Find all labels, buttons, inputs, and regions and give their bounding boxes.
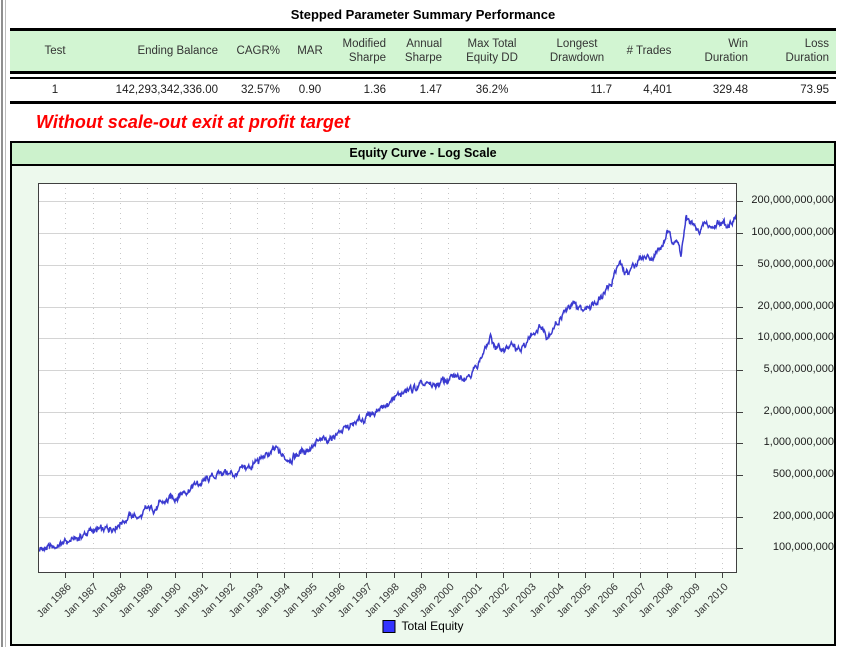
table-divider-gap [10,74,836,77]
legend-label: Total Equity [401,619,464,633]
summary-table: Test Ending Balance CAGR% MAR Modified S… [10,28,836,104]
annotation-text: Without scale-out exit at profit target [36,112,350,132]
y-tick-label: 100,000,000 [772,541,834,554]
cell-win-duration: 329.48 [712,84,748,96]
chart-legend: Total Equity [382,619,464,633]
y-tick-label: 200,000,000,000 [751,194,834,207]
equity-curve-plot [38,183,743,578]
y-tick-label: 500,000,000 [772,467,834,480]
page-title: Stepped Parameter Summary Performance [290,7,556,22]
col-header-modified-sharpe: Modified Sharpe [342,38,386,64]
cell-longest-drawdown: 11.7 [590,84,612,96]
cell-annual-sharpe: 1.47 [419,84,442,96]
cell-max-total-equity-dd: 36.2% [475,84,509,96]
y-tick-label: 1,000,000,000 [763,436,834,449]
col-header-loss-duration: Loss Duration [785,38,829,64]
equity-curve-panel: Equity Curve - Log Scale Total Equity 20… [10,141,836,646]
cell-num-trades: 4,401 [643,84,672,96]
col-header-mar: MAR [297,45,323,57]
table-row: 1 142,293,342,336.00 32.57% 0.90 1.36 1.… [10,79,836,101]
col-header-num-trades: # Trades [626,45,672,57]
chart-title: Equity Curve - Log Scale [12,143,834,166]
report-content: Stepped Parameter Summary Performance Te… [10,0,836,646]
plot-border [38,183,737,573]
y-tick-label: 5,000,000,000 [763,362,834,375]
equity-line [38,213,737,553]
cell-loss-duration: 73.95 [800,84,829,96]
y-tick-label: 20,000,000,000 [757,299,834,312]
y-tick-label: 50,000,000,000 [757,257,834,270]
window-edge-line [1,0,3,647]
table-bottom-border [10,101,836,104]
cell-modified-sharpe: 1.36 [363,84,386,96]
y-tick-label: 10,000,000,000 [757,331,834,344]
summary-table-header: Test Ending Balance CAGR% MAR Modified S… [10,31,836,74]
col-header-cagr: CAGR% [236,45,280,57]
y-tick-label: 100,000,000,000 [751,226,834,239]
y-tick-label: 2,000,000,000 [763,404,834,417]
cell-test: 1 [51,84,59,96]
window-edge-line-2 [5,0,6,647]
cell-mar: 0.90 [298,84,322,96]
col-header-win-duration: Win Duration [704,38,748,64]
col-header-annual-sharpe: Annual Sharpe [404,38,442,64]
chart-body: Total Equity 200,000,000,000 100,000,000,… [12,166,834,644]
col-header-max-total-equity-dd: Max Total Equity DD [466,38,518,64]
cell-ending-balance: 142,293,342,336.00 [115,84,218,96]
plot-area [38,183,737,573]
col-header-longest-drawdown: Longest Drawdown [549,38,605,64]
cell-cagr: 32.57% [240,84,280,96]
y-tick-label: 200,000,000 [772,509,834,522]
col-header-test: Test [44,45,66,57]
table-divider-line [10,77,836,79]
col-header-ending-balance: Ending Balance [137,45,218,57]
legend-swatch-icon [382,619,396,633]
